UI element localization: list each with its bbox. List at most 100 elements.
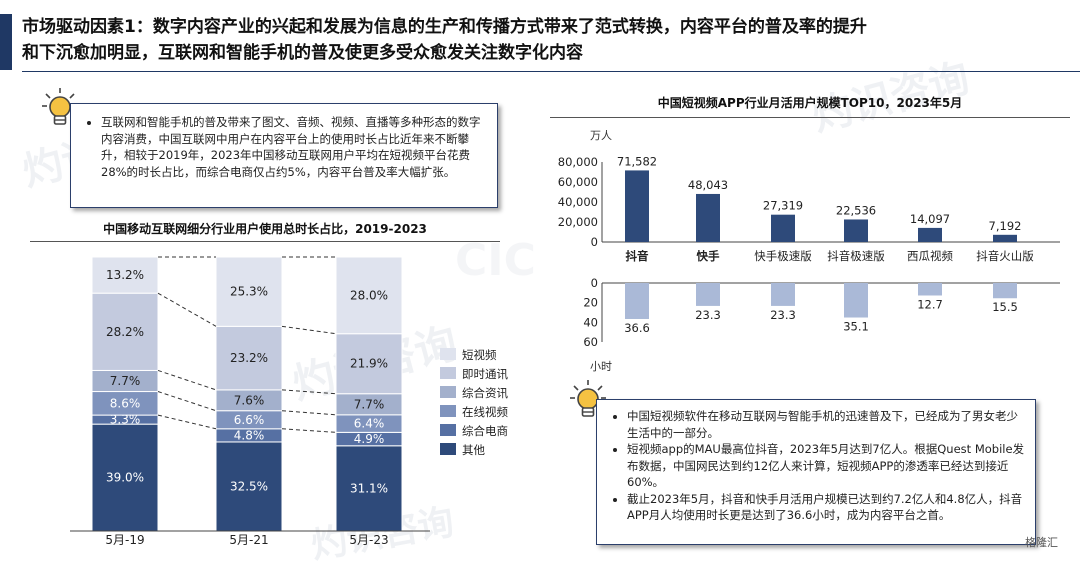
- upper-unit-label: 万人: [590, 129, 612, 142]
- legend-label: 短视频: [462, 348, 497, 362]
- callout-left-text: 互联网和智能手机的普及带来了图文、音频、视频、直播等多种形态的数字内容消费，中国…: [101, 114, 487, 180]
- stacked-bar-chart: 39.0% 3.3% 8.6% 7.7% 28.2% 13.2% 5月-19 32.5% 4.8…: [70, 256, 508, 547]
- title-divider: [22, 71, 1080, 72]
- connector-line: [157, 414, 217, 430]
- y-tick-label: 20: [583, 296, 598, 310]
- data-label: 22,536: [836, 203, 876, 217]
- insight-callout-left: 互联网和智能手机的普及带来了图文、音频、视频、直播等多种形态的数字内容消费，中国…: [70, 103, 498, 208]
- bar: [625, 283, 649, 319]
- insight-callout-right: 中国短视频软件在移动互联网与智能手机的迅速普及下，已经成为了男女老少生活中的一部…: [596, 399, 1036, 545]
- connector-line: [281, 410, 337, 416]
- data-label: 6.6%: [234, 413, 265, 427]
- connector-line: [281, 325, 337, 335]
- bar-segment: [91, 292, 159, 371]
- data-label: 71,582: [617, 154, 657, 168]
- data-label: 23.3: [695, 308, 721, 322]
- data-label: 7.7%: [354, 397, 385, 411]
- y-tick-label: 80,000: [558, 155, 598, 169]
- chart-right-title: 中国短视频APP行业月活用户规模TOP10，2023年5月: [657, 96, 963, 110]
- legend-label: 即时通讯: [462, 367, 508, 381]
- data-label: 7,192: [989, 219, 1022, 233]
- chart-right-title-rule: [550, 117, 1070, 118]
- mau-duration-chart: 80,000 60,000 40,000 20,000 0 71,582 抖音 48,043 快…: [558, 154, 1060, 349]
- data-label: 31.1%: [350, 481, 388, 495]
- bar-segment: [215, 325, 283, 391]
- legend-swatch: [440, 386, 456, 398]
- bar: [993, 234, 1017, 242]
- y-tick-label: 60: [583, 335, 598, 349]
- data-label: 15.5: [992, 300, 1018, 314]
- x-tick-label: 快手极速版: [754, 249, 812, 263]
- y-tick-label: 20,000: [558, 215, 598, 229]
- connector-line: [157, 292, 217, 327]
- bar: [625, 170, 649, 242]
- data-label: 28.2%: [106, 325, 144, 339]
- legend-label: 综合电商: [462, 424, 508, 438]
- x-tick-label: 抖音: [626, 249, 649, 263]
- data-label: 4.8%: [234, 428, 265, 442]
- bar-segment: [335, 445, 403, 532]
- x-tick-label: 5月-19: [105, 533, 144, 547]
- y-tick-label: 40: [583, 315, 598, 329]
- brand-logo: 格隆汇: [1025, 536, 1058, 549]
- data-label: 6.4%: [354, 417, 385, 431]
- data-label: 28.0%: [350, 288, 388, 302]
- bar-segment: [91, 423, 159, 532]
- x-tick-label: 抖音火山版: [976, 249, 1034, 263]
- y-tick-label: 0: [591, 235, 598, 249]
- data-label: 12.7: [917, 297, 943, 311]
- data-label: 3.3%: [110, 413, 141, 427]
- bar: [696, 193, 720, 242]
- bar-segment: [215, 441, 283, 532]
- legend-swatch: [440, 367, 456, 379]
- data-label: 36.6: [624, 321, 650, 335]
- bar-segment: [335, 333, 403, 395]
- x-tick-label: 快手: [696, 249, 720, 263]
- data-label: 32.5%: [230, 479, 268, 493]
- chart-left-title: 中国移动互联网细分行业用户使用总时长占比，2019-2023: [103, 222, 427, 236]
- bar: [918, 283, 942, 296]
- data-label: 25.3%: [230, 285, 268, 299]
- bar: [696, 283, 720, 306]
- legend-label: 其他: [462, 443, 485, 457]
- legend-swatch: [440, 424, 456, 436]
- bar: [771, 214, 795, 242]
- data-label: 7.6%: [234, 393, 265, 407]
- page-title-line2: 和下沉愈加明显，互联网和智能手机的普及使更多受众愈发关注数字化内容: [22, 43, 583, 63]
- x-tick-label: 5月-23: [349, 533, 388, 547]
- x-tick-label: 抖音极速版: [827, 249, 885, 263]
- data-label: 35.1: [843, 320, 869, 334]
- x-tick-label: 5月-21: [229, 533, 268, 547]
- bar-segment: [215, 256, 283, 327]
- connector-line: [157, 391, 217, 412]
- bar: [771, 283, 795, 306]
- data-label: 8.6%: [110, 396, 141, 410]
- callout-right-bullet: 截止2023年5月，抖音和快手月活用户规模已达到约7.2亿人和4.8亿人，抖音A…: [627, 491, 1025, 524]
- lower-unit-label: 小时: [590, 360, 612, 373]
- chart-left-title-rule: [30, 241, 500, 242]
- legend-swatch: [440, 443, 456, 455]
- page-title: 市场驱动因素1：数字内容产业的兴起和发展为信息的生产和传播方式带来了范式转换，内…: [22, 14, 1062, 66]
- callout-right-bullet: 短视频app的MAU最高位抖音，2023年5月达到7亿人。根据Quest Mob…: [627, 441, 1025, 491]
- y-tick-label: 60,000: [558, 175, 598, 189]
- data-label: 13.2%: [106, 268, 144, 282]
- bar: [918, 227, 942, 242]
- x-tick-label: 西瓜视频: [907, 249, 953, 263]
- data-label: 14,097: [910, 212, 950, 226]
- connector-line: [281, 428, 337, 433]
- bar: [844, 219, 868, 242]
- data-label: 27,319: [763, 199, 803, 213]
- callout-right-bullet: 中国短视频软件在移动互联网与智能手机的迅速普及下，已经成为了男女老少生活中的一部…: [627, 408, 1025, 441]
- bar: [844, 283, 868, 318]
- y-tick-label: 40,000: [558, 195, 598, 209]
- data-label: 4.9%: [354, 432, 385, 446]
- bar-segment: [91, 256, 159, 294]
- data-label: 23.2%: [230, 351, 268, 365]
- data-label: 21.9%: [350, 357, 388, 371]
- bar-segment: [335, 256, 403, 335]
- connector-line: [281, 389, 337, 395]
- legend-label: 在线视频: [462, 405, 508, 419]
- legend-swatch: [440, 348, 456, 360]
- data-label: 23.3: [770, 308, 796, 322]
- legend-swatch: [440, 405, 456, 417]
